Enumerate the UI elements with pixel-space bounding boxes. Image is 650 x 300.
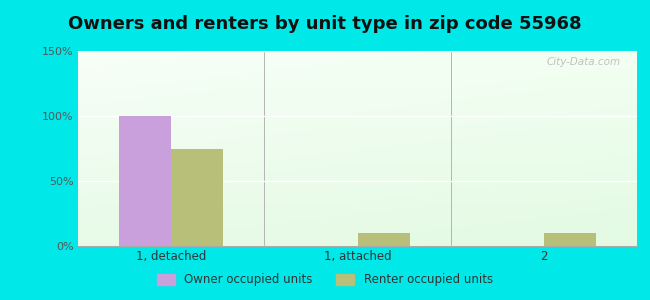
Text: City-Data.com: City-Data.com — [546, 57, 620, 67]
Legend: Owner occupied units, Renter occupied units: Owner occupied units, Renter occupied un… — [153, 269, 497, 291]
Bar — [544, 233, 596, 246]
Bar — [358, 233, 410, 246]
Bar — [171, 148, 224, 246]
Bar — [119, 116, 171, 246]
Text: Owners and renters by unit type in zip code 55968: Owners and renters by unit type in zip c… — [68, 15, 582, 33]
